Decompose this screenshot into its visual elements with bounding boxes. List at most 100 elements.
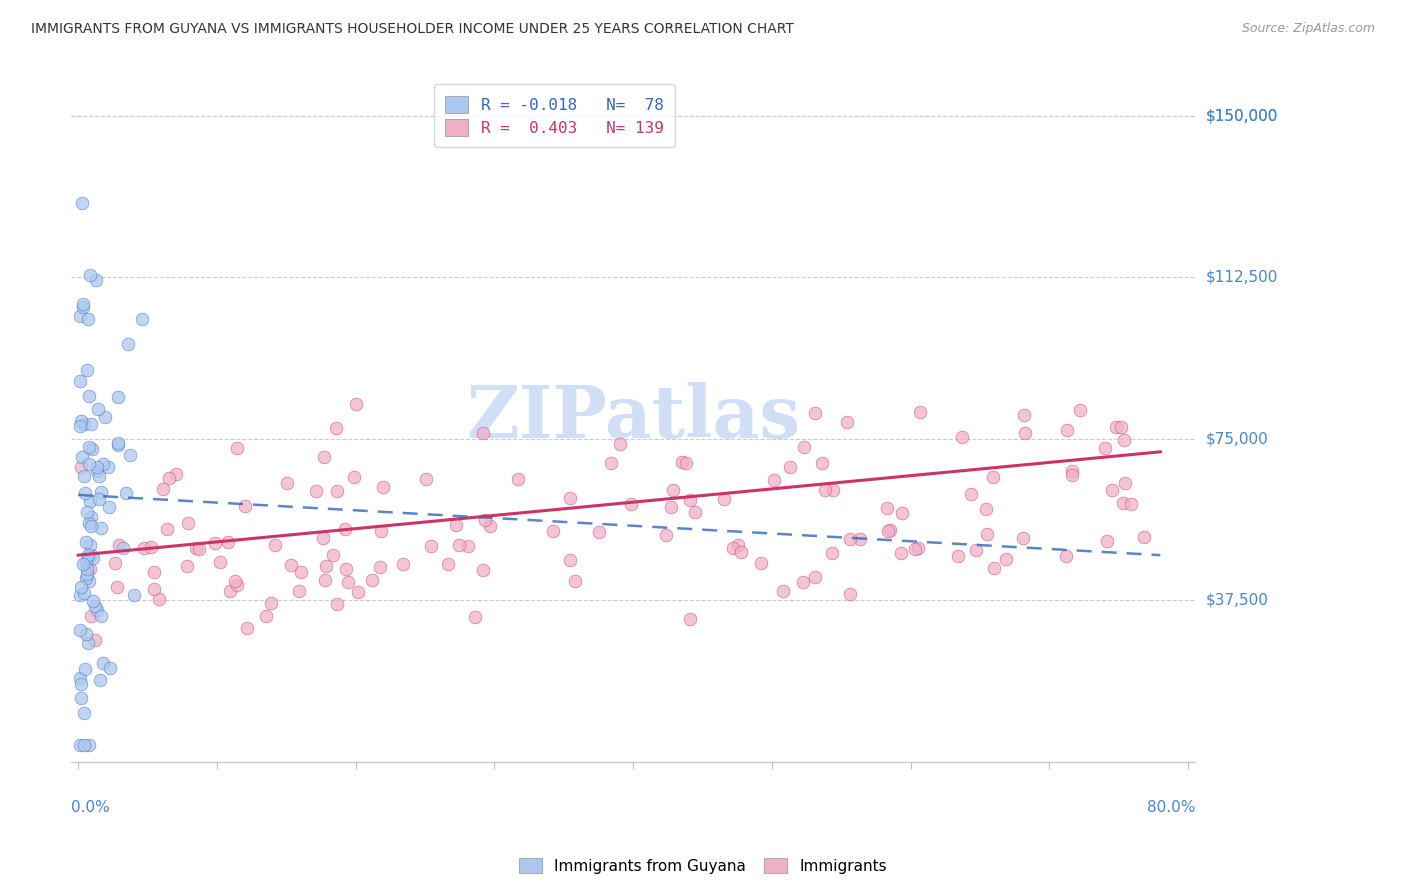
Point [1133,530,1156,544]
Point [77,457,100,471]
Point [907,541,929,556]
Point [560,491,582,506]
Point [1094,442,1116,456]
Point [72,296,94,310]
Point [70,460,93,475]
Point [86,460,108,475]
Point [204,536,226,550]
Point [79,519,101,533]
Point [838,587,860,601]
Point [654,528,676,542]
Point [471,426,494,441]
Text: $75,000: $75,000 [1206,432,1268,446]
Point [186,541,208,555]
Point [679,612,702,626]
Point [93,656,115,670]
Point [792,574,814,589]
Point [314,573,336,587]
Point [1014,425,1036,440]
Point [312,531,335,545]
Text: Source: ZipAtlas.com: Source: ZipAtlas.com [1241,22,1375,36]
Point [730,545,752,559]
Point [335,562,357,576]
Point [75,486,97,500]
Point [77,574,100,588]
Point [264,538,287,552]
Point [122,588,145,602]
Point [84,273,107,287]
Point [77,440,100,454]
Point [1105,420,1128,434]
Point [82,550,104,565]
Point [599,456,621,470]
Point [209,555,232,569]
Point [965,542,987,557]
Point [713,491,735,506]
Point [974,502,997,516]
Point [69,414,91,428]
Point [727,539,749,553]
Point [890,506,912,520]
Point [904,541,927,556]
Point [280,558,302,572]
Point [226,441,249,455]
Point [69,588,91,602]
Point [115,486,138,500]
Point [464,610,486,624]
Point [950,430,973,444]
Point [97,460,120,475]
Point [80,609,103,624]
Point [877,524,900,538]
Point [609,436,631,450]
Point [910,404,932,418]
Point [69,309,91,323]
Point [76,562,98,576]
Point [420,539,443,553]
Point [508,472,530,486]
Point [131,311,153,326]
Point [69,580,91,594]
Point [749,556,772,570]
Point [69,374,91,388]
Point [107,391,129,405]
Point [1060,464,1083,478]
Point [772,584,794,599]
Point [1119,497,1142,511]
Point [368,560,391,574]
Point [79,562,101,576]
Point [820,546,842,560]
Text: 80.0%: 80.0% [1147,799,1195,814]
Point [117,336,139,351]
Point [76,549,98,564]
Point [156,522,179,536]
Point [75,571,97,585]
Point [72,301,94,315]
Point [233,499,256,513]
Point [107,538,129,552]
Point [76,567,98,582]
Point [76,362,98,376]
Text: 0.0%: 0.0% [72,799,110,814]
Point [1109,419,1132,434]
Point [141,540,163,554]
Point [97,500,120,514]
Point [224,574,246,588]
Point [165,467,187,481]
Point [762,473,785,487]
Point [217,535,239,549]
Point [813,483,835,497]
Point [70,196,93,211]
Point [70,677,93,691]
Text: IMMIGRANTS FROM GUYANA VS IMMIGRANTS HOUSEHOLDER INCOME UNDER 25 YEARS CORRELATI: IMMIGRANTS FROM GUYANA VS IMMIGRANTS HOU… [31,22,794,37]
Point [72,586,94,600]
Point [333,522,356,536]
Point [360,573,382,587]
Point [94,410,117,425]
Point [235,622,257,636]
Point [90,521,112,535]
Point [1062,468,1084,483]
Point [75,534,97,549]
Point [69,738,91,752]
Point [370,524,392,538]
Point [75,627,97,641]
